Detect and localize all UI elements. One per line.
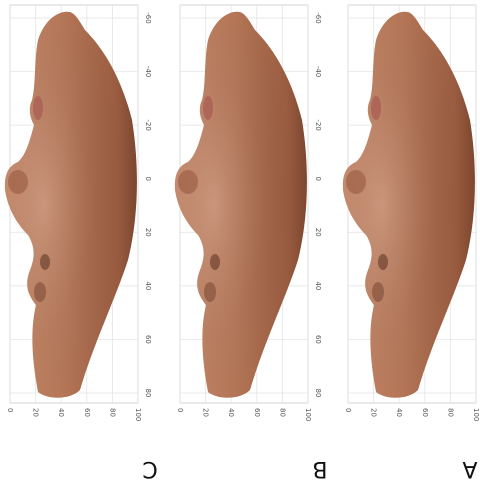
nose-shadow bbox=[178, 170, 198, 194]
tick-label: -20 bbox=[144, 119, 152, 130]
panel-label: C bbox=[142, 456, 157, 480]
tick-label: 40 bbox=[395, 408, 403, 417]
brow-shadow bbox=[372, 282, 384, 302]
tick-label: -40 bbox=[314, 66, 322, 77]
tick-label: 20 bbox=[370, 408, 378, 417]
eye-shadow bbox=[40, 254, 50, 270]
panel-label: B bbox=[312, 456, 327, 480]
tick-label: 40 bbox=[314, 281, 322, 290]
tick-label: 0 bbox=[176, 408, 184, 412]
tick-label: 60 bbox=[314, 335, 322, 344]
tick-label: 40 bbox=[57, 408, 65, 417]
tick-label: 80 bbox=[144, 389, 152, 398]
tick-label: 80 bbox=[314, 389, 322, 398]
tick-label: 40 bbox=[227, 408, 235, 417]
tick-label: -60 bbox=[314, 12, 322, 23]
eye-shadow bbox=[378, 254, 388, 270]
tick-label: 80 bbox=[446, 408, 454, 417]
tick-label: 80 bbox=[108, 408, 116, 417]
panel: -60-40-20020406080020406080100A bbox=[342, 4, 480, 480]
panel: -60 -40 -20 0 20 40 60 80 0 20 40 60 80 100 B bbox=[174, 4, 328, 480]
tick-label: 100 bbox=[134, 408, 142, 421]
tick-label: -60 bbox=[144, 12, 152, 23]
tick-label: -20 bbox=[314, 119, 322, 130]
tick-label: 40 bbox=[144, 281, 152, 290]
brow-shadow bbox=[34, 282, 46, 302]
tick-label: 0 bbox=[144, 176, 152, 180]
tick-label: 0 bbox=[344, 408, 352, 412]
tick-label: 0 bbox=[6, 408, 14, 412]
tick-label: 60 bbox=[253, 408, 261, 417]
panel-label: A bbox=[462, 456, 477, 480]
tick-label: 0 bbox=[314, 176, 322, 180]
tick-label: 20 bbox=[144, 228, 152, 237]
eye-shadow bbox=[210, 254, 220, 270]
tick-label: -40 bbox=[144, 66, 152, 77]
mouth-shadow bbox=[371, 96, 381, 120]
tick-label: 100 bbox=[304, 408, 312, 421]
tick-label: 60 bbox=[83, 408, 91, 417]
tick-label: 20 bbox=[314, 228, 322, 237]
mouth-shadow bbox=[203, 96, 213, 120]
tick-label: 100 bbox=[472, 408, 480, 421]
mouth-shadow bbox=[33, 96, 43, 120]
tick-label: 20 bbox=[32, 408, 40, 417]
face-highlight bbox=[4, 11, 137, 398]
tick-label: 60 bbox=[421, 408, 429, 417]
face-highlight bbox=[174, 11, 307, 398]
tick-label: 20 bbox=[202, 408, 210, 417]
face-highlight bbox=[342, 11, 475, 398]
nose-shadow bbox=[8, 170, 28, 194]
nose-shadow bbox=[346, 170, 366, 194]
panel: -60 -40 -20 0 20 40 60 80 0 20 40 60 80 100 C bbox=[4, 4, 158, 480]
tick-label: 80 bbox=[278, 408, 286, 417]
brow-shadow bbox=[204, 282, 216, 302]
tick-label: 60 bbox=[144, 335, 152, 344]
